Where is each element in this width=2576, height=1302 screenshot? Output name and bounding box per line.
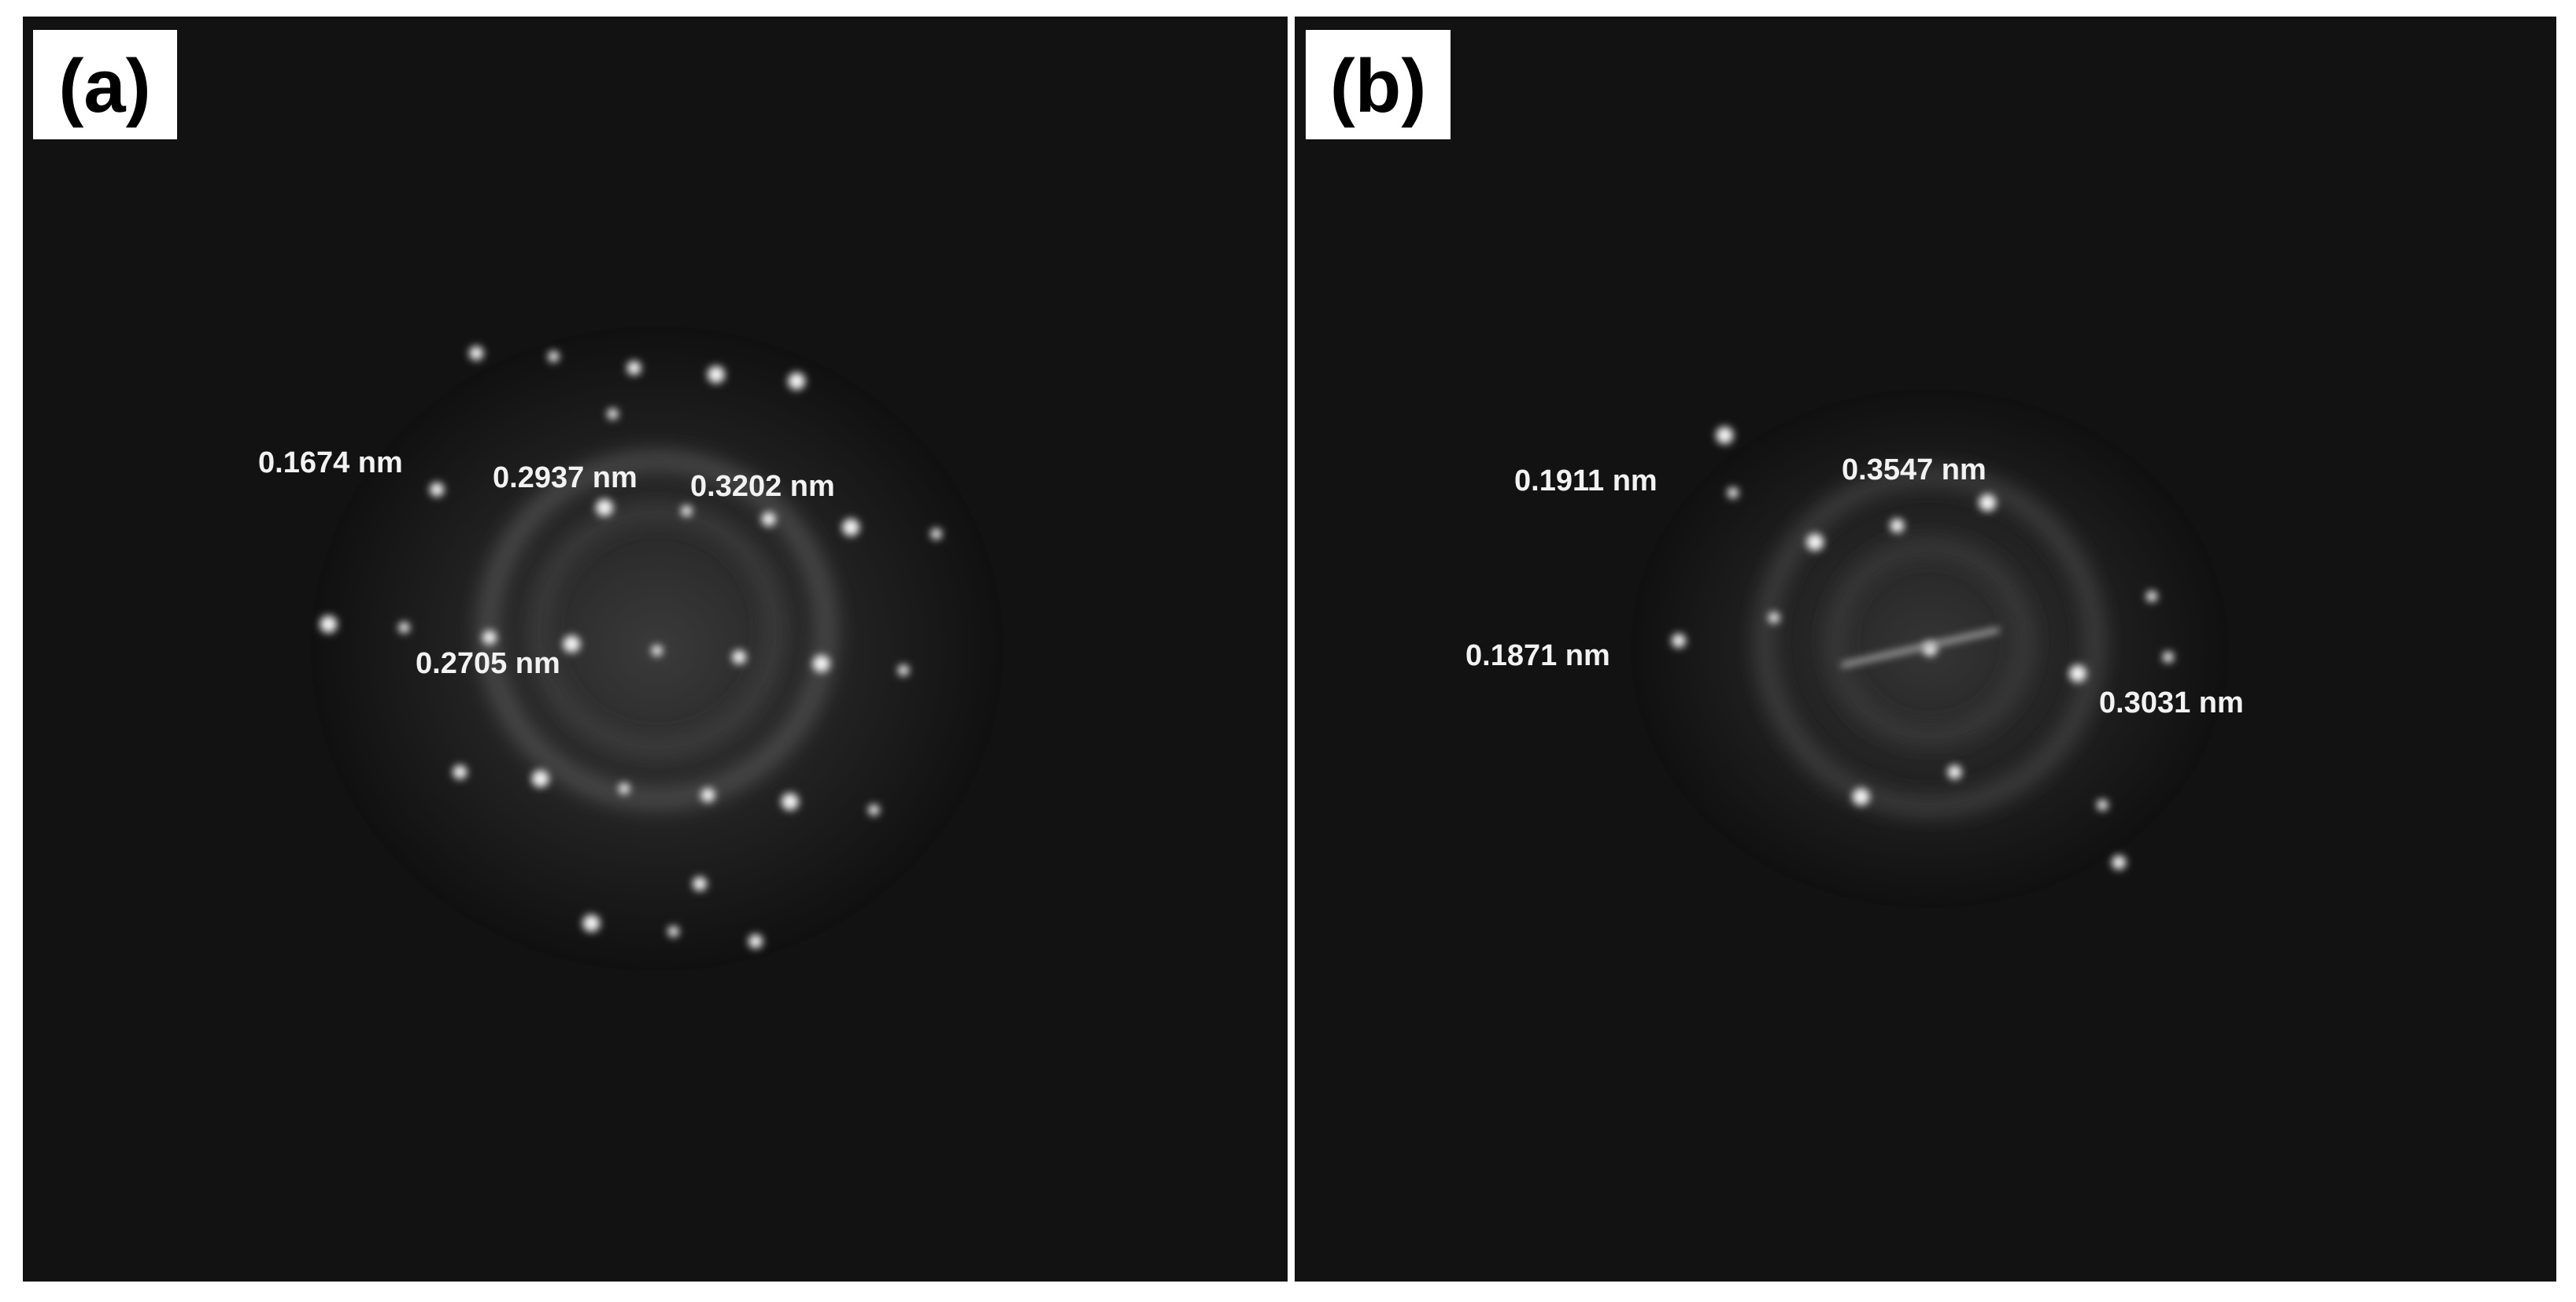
spot [453, 764, 468, 779]
spot [596, 498, 614, 516]
spot [897, 664, 909, 676]
spot [700, 788, 715, 803]
spot [531, 770, 549, 788]
annotation: 0.3547 nm [1842, 453, 1987, 486]
annotation: 0.2937 nm [493, 461, 638, 494]
spot [619, 782, 630, 794]
spot [548, 350, 560, 362]
spot [868, 804, 880, 816]
panel-label: (a) [58, 44, 150, 128]
spot [732, 649, 747, 664]
panel-label: (b) [1330, 44, 1427, 128]
spot [788, 372, 806, 390]
spot [707, 365, 725, 383]
spot [2162, 651, 2174, 663]
ring [1830, 542, 2030, 742]
diffraction-spots [320, 346, 2174, 949]
spot [1806, 533, 1824, 551]
spot [2097, 799, 2108, 811]
annotation: 0.1911 nm [1514, 464, 1658, 497]
spot [781, 793, 799, 811]
streak [1841, 627, 2000, 668]
spot [1947, 764, 1962, 779]
annotation: 0.3031 nm [2099, 686, 2244, 719]
spot [482, 630, 497, 645]
spot [582, 914, 601, 932]
spot [626, 361, 641, 375]
spot [398, 622, 410, 634]
rings [482, 455, 2101, 812]
ring [534, 506, 781, 753]
spot [1768, 612, 1780, 623]
spot [681, 505, 693, 517]
annotation: 0.2705 nm [416, 647, 560, 680]
ring [1759, 471, 2101, 812]
spot [812, 655, 830, 673]
spot [1727, 487, 1739, 499]
spot [2112, 855, 2127, 870]
spot [748, 934, 763, 949]
annotation: 0.1871 nm [1465, 639, 1610, 672]
spot [1716, 427, 1734, 445]
spot [607, 408, 619, 420]
spot [667, 926, 679, 938]
spot [693, 876, 708, 891]
spot [761, 512, 776, 527]
spot [1890, 518, 1905, 533]
spot [1852, 788, 1870, 806]
spot [1979, 494, 1997, 512]
spot [563, 635, 581, 653]
spot [2145, 590, 2157, 602]
spot [842, 518, 860, 536]
spot [1671, 633, 1686, 648]
panel-label-box [1306, 30, 1451, 139]
annotation: 0.1674 nm [258, 446, 403, 479]
spot [430, 482, 445, 497]
annotation: 0.3202 nm [690, 470, 835, 503]
ring [482, 455, 832, 805]
spot [469, 346, 484, 361]
spot [930, 528, 942, 540]
spot [320, 616, 338, 634]
spot [2069, 664, 2087, 682]
spot [651, 645, 663, 657]
panel-label-box [33, 30, 177, 139]
